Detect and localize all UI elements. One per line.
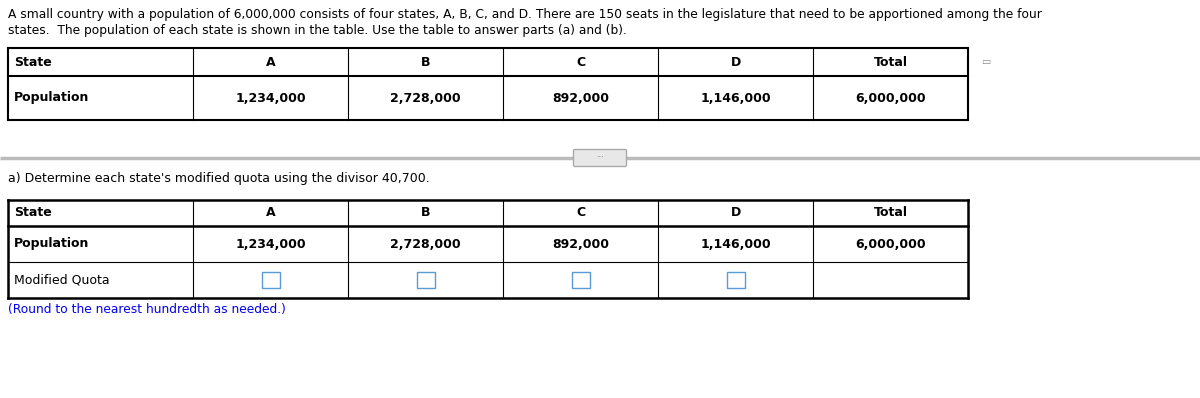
Text: 6,000,000: 6,000,000 (856, 92, 926, 105)
Text: 892,000: 892,000 (552, 238, 610, 250)
Text: (Round to the nearest hundredth as needed.): (Round to the nearest hundredth as neede… (8, 303, 286, 316)
Bar (262, 272, 280, 288)
Text: 1,234,000: 1,234,000 (235, 238, 306, 250)
Text: 2,728,000: 2,728,000 (390, 238, 461, 250)
Text: 1,146,000: 1,146,000 (700, 92, 770, 105)
Text: ···: ··· (596, 154, 604, 162)
Text: Total: Total (874, 55, 907, 68)
Text: Population: Population (14, 92, 89, 105)
Text: B: B (421, 55, 431, 68)
Text: A: A (265, 55, 275, 68)
Text: D: D (731, 55, 740, 68)
Text: 6,000,000: 6,000,000 (856, 238, 926, 250)
Text: C: C (576, 55, 586, 68)
Text: C: C (576, 207, 586, 220)
Text: State: State (14, 207, 52, 220)
Text: 1,146,000: 1,146,000 (700, 238, 770, 250)
Text: 1,234,000: 1,234,000 (235, 92, 306, 105)
Bar (416, 272, 434, 288)
Text: states.  The population of each state is shown in the table. Use the table to an: states. The population of each state is … (8, 24, 626, 37)
Text: Modified Quota: Modified Quota (14, 273, 109, 287)
Bar (571, 272, 589, 288)
Text: A small country with a population of 6,000,000 consists of four states, A, B, C,: A small country with a population of 6,0… (8, 8, 1042, 21)
Text: A: A (265, 207, 275, 220)
Bar (726, 272, 744, 288)
Text: a) Determine each state's modified quota using the divisor 40,700.: a) Determine each state's modified quota… (8, 172, 430, 185)
Text: State: State (14, 55, 52, 68)
Text: Total: Total (874, 207, 907, 220)
FancyBboxPatch shape (574, 150, 626, 166)
Text: Population: Population (14, 238, 89, 250)
Text: D: D (731, 207, 740, 220)
Text: ▭: ▭ (982, 57, 991, 67)
Text: 2,728,000: 2,728,000 (390, 92, 461, 105)
Text: 892,000: 892,000 (552, 92, 610, 105)
Text: B: B (421, 207, 431, 220)
